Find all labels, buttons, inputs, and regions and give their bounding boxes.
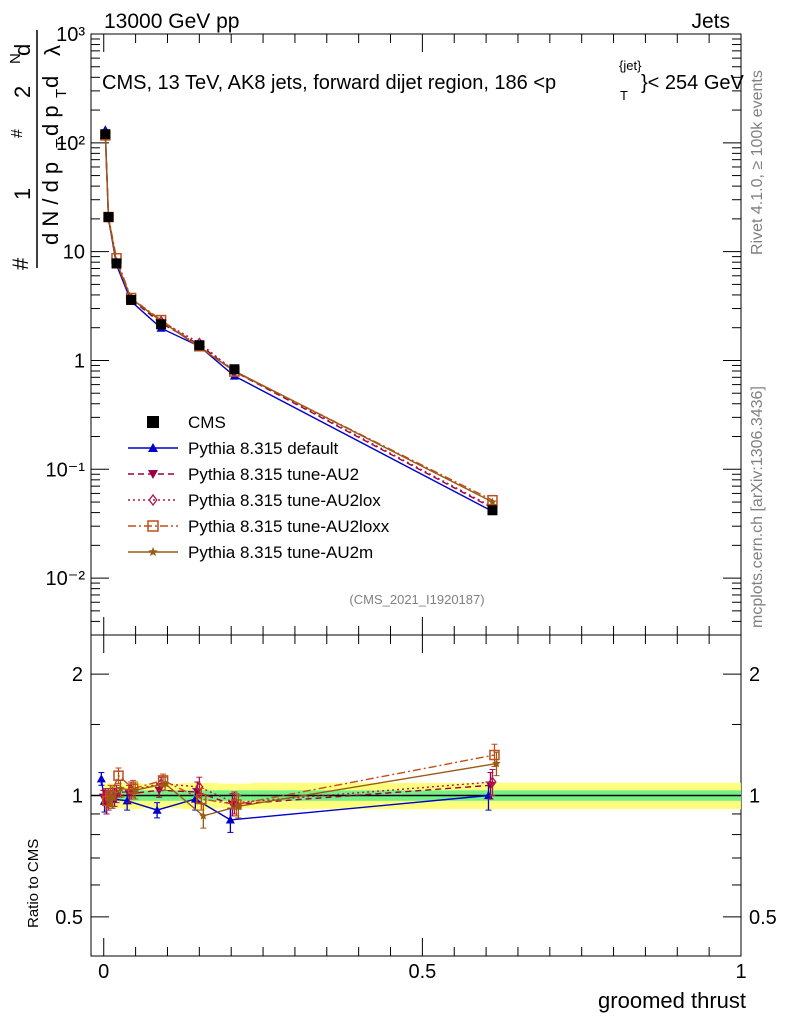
ylabel-hash2: # [9,129,26,138]
ratio-point [489,749,500,761]
energy-label: 13000 GeV pp [104,10,239,33]
ratio-point [105,794,114,803]
ylabel-sq: N [7,53,24,64]
ratio-tick-label-left: 2 [72,664,83,686]
mcplots-label: mcplots.cern.ch [arXiv:1306.3436] [749,386,766,628]
x-tick-label: 1 [735,961,746,983]
y-tick-label: 10² [56,133,85,155]
data-point [487,505,498,516]
category-label: Jets [691,10,730,33]
legend-marker [148,547,158,556]
upper-ylabel: # 1 d N / d p T # d p T d 2 N d λ [7,30,70,270]
legend-label: Pythia 8.315 tune-AU2lox [188,491,381,510]
ylabel-t1: T [53,139,70,148]
ratio-point [102,795,113,807]
x-tick-label: 0.5 [408,961,436,983]
data-point [103,212,114,223]
title-prefix: CMS, 13 TeV, AK8 jets, forward dijet reg… [102,72,556,94]
legend-item-5: Pythia 8.315 tune-AU2m [128,543,373,562]
ratio-point [234,801,243,810]
legend-item-1: Pythia 8.315 default [128,439,339,458]
ratio-point [96,774,106,783]
ratio-point [108,792,117,801]
ratio-tick-label-left: 0.5 [55,907,83,929]
ratio-point [199,811,208,820]
data-point [111,258,122,269]
legend-item-3: Pythia 8.315 tune-AU2lox [128,491,381,510]
ratio-series [96,743,501,833]
ylabel-d: d [38,76,63,88]
ratio-point [195,781,204,793]
main-title: CMS, 13 TeV, AK8 jets, forward dijet reg… [102,58,745,103]
y-tick-label: 10 [63,242,85,264]
legend-label: Pythia 8.315 default [188,439,339,458]
title-suffix: }< 254 GeV [641,72,745,94]
upper-axes: 10⁻² 10⁻¹ 1 10 10² 10³ [46,24,742,636]
data-point [126,294,137,305]
legend-item-4: Pythia 8.315 tune-AU2loxx [128,517,390,536]
ratio-tick-label-right: 2 [749,664,760,686]
legend-marker [148,443,158,452]
legend-marker [148,470,158,479]
x-axis-title: groomed thrust [598,988,746,1013]
legend-label: CMS [188,413,226,432]
ratio-point [152,805,162,814]
ylabel-dp: d p [38,105,63,136]
title-sup: {jet} [619,58,642,73]
title-sub: T [620,88,628,103]
legend-label: Pythia 8.315 tune-AU2m [188,543,373,562]
rivet-label: Rivet 4.1.0, ≥ 100k events [749,70,766,255]
data-point [488,497,497,506]
ylabel-dn-dpt: d N / d p [38,162,63,245]
ratio-series-4 [105,751,501,829]
ratio-point [225,815,235,824]
ylabel-t2: T [53,89,70,98]
series-0 [100,129,498,516]
legend-item-2: Pythia 8.315 tune-AU2 [128,465,359,484]
ratio-y-axis-title: Ratio to CMS [25,839,42,928]
legend-marker [147,416,159,428]
data-point [194,340,205,351]
ratio-point [130,785,140,794]
ratio-tick-label-right: 0.5 [749,907,777,929]
data-point [100,129,111,140]
ratio-band [91,782,741,810]
ratio-line [106,754,495,806]
legend-item-0: CMS [147,413,226,432]
ratio-point [492,759,501,768]
data-point [229,364,240,375]
legend-marker [148,493,158,507]
ylabel-d2n-d: 2 [10,86,35,98]
ylabel-lambda: λ [40,45,65,56]
data-point [156,319,167,330]
ratio-tick-label-right: 1 [749,786,760,808]
legend-label: Pythia 8.315 tune-AU2loxx [188,517,390,536]
ratio-point [160,779,170,788]
legend: CMS Pythia 8.315 default Pythia 8.315 tune… [128,413,390,562]
ratio-axes: 0 0.5 1 0.5 0.5 1 1 2 2 [55,635,777,983]
series-line [104,134,493,503]
y-tick-label: 1 [74,350,85,372]
legend-marker [147,520,159,532]
legend-label: Pythia 8.315 tune-AU2 [188,465,359,484]
ratio-tick-label-left: 1 [72,786,83,808]
analysis-id: (CMS_2021_I1920187) [349,592,484,607]
ratio-point [488,776,497,788]
ratio-point [116,784,125,793]
y-tick-label: 10³ [56,24,85,46]
ylabel-n: d [10,44,35,56]
y-tick-label: 10⁻² [46,568,86,590]
y-tick-label: 10⁻¹ [46,459,86,481]
ylabel-hash1: # [8,257,33,270]
ratio-point [196,793,207,805]
ratio-point [112,788,121,800]
ylabel-one: 1 [10,188,35,200]
x-tick-label: 0 [98,961,109,983]
upper-series [100,125,498,516]
